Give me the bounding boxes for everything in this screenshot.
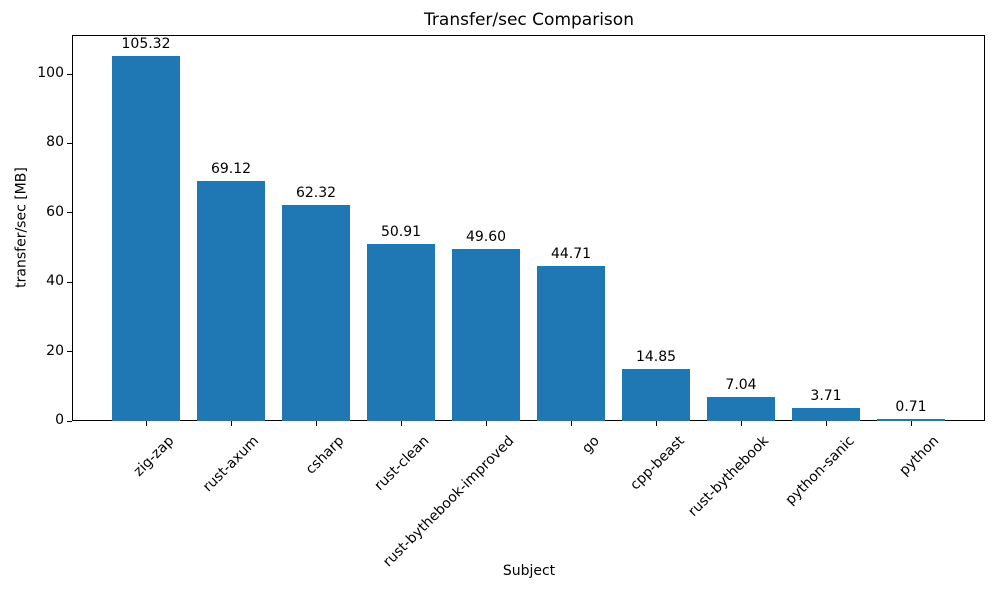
x-tick-mark	[315, 421, 317, 426]
x-axis-label: Subject	[502, 563, 556, 579]
y-tick-label: 40	[46, 273, 64, 290]
x-tick-label: cpp-beast	[626, 433, 688, 494]
bar-zig-zap	[112, 55, 180, 421]
x-tick-mark	[485, 421, 487, 426]
y-tick-label: 80	[46, 134, 64, 151]
bar-python	[877, 418, 945, 421]
bar-csharp	[282, 204, 350, 421]
y-tick-mark	[67, 142, 72, 144]
bar-value-label: 69.12	[210, 161, 252, 178]
bar-value-label: 0.71	[895, 398, 927, 415]
bar-value-label: 44.71	[550, 245, 592, 262]
x-tick-mark	[910, 421, 912, 426]
x-tick-mark	[145, 421, 147, 426]
y-tick-mark	[67, 351, 72, 353]
x-tick-label: rust-axum	[200, 433, 263, 496]
x-tick-mark	[400, 421, 402, 426]
x-tick-label: python-sanic	[782, 433, 858, 509]
x-tick-label: python	[896, 433, 943, 479]
x-tick-label: csharp	[302, 433, 348, 478]
x-tick-label: go	[578, 433, 603, 457]
y-tick-label: 60	[46, 203, 64, 220]
bar-value-label: 50.91	[380, 224, 422, 241]
bar-value-label: 3.71	[810, 388, 842, 405]
x-tick-label: zig-zap	[130, 433, 178, 480]
bar-rust-axum	[197, 181, 265, 421]
bar-rust-bythebook-improved	[452, 248, 520, 421]
bar-rust-bythebook	[707, 396, 775, 421]
bar-python-sanic	[792, 408, 860, 421]
x-tick-mark	[655, 421, 657, 426]
bar-value-label: 105.32	[121, 35, 171, 52]
chart-title: Transfer/sec Comparison	[424, 10, 634, 30]
y-tick-mark	[67, 281, 72, 283]
bar-value-label: 49.60	[465, 228, 507, 245]
bar-value-label: 62.32	[295, 184, 337, 201]
x-tick-label: rust-bythebook	[685, 433, 773, 520]
bar-value-label: 7.04	[725, 376, 757, 393]
x-tick-label: rust-clean	[371, 433, 433, 494]
y-tick-mark	[67, 212, 72, 214]
bar-value-label: 14.85	[635, 349, 677, 366]
bar-go	[537, 265, 605, 421]
y-axis-label: transfer/sec [MB]	[13, 167, 30, 288]
y-tick-label: 0	[55, 412, 64, 428]
y-tick-label: 100	[37, 65, 64, 81]
bar-cpp-beast	[622, 369, 690, 421]
y-tick-label: 20	[46, 342, 64, 359]
y-tick-mark	[67, 73, 72, 75]
x-tick-mark	[570, 421, 572, 426]
y-tick-mark	[67, 420, 72, 422]
x-tick-mark	[825, 421, 827, 426]
x-tick-mark	[740, 421, 742, 426]
bar-rust-clean	[367, 244, 435, 421]
x-tick-mark	[230, 421, 232, 426]
